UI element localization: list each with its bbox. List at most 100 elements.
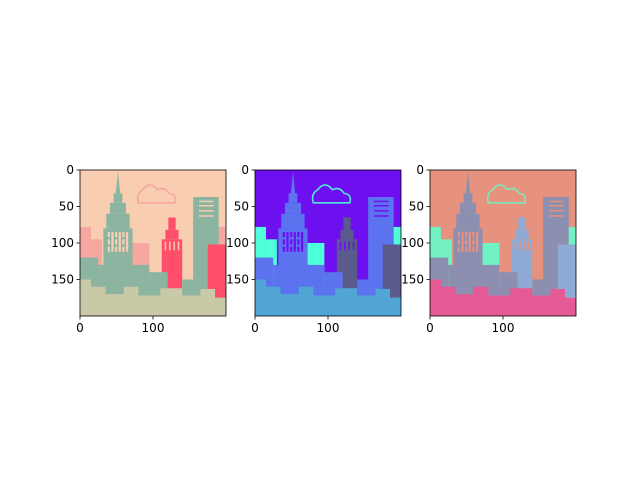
tower-window xyxy=(107,239,110,245)
right-tower-line xyxy=(548,205,564,207)
right-tower-line xyxy=(373,205,389,207)
right-tower-line xyxy=(548,200,564,203)
tower-mid xyxy=(456,213,480,229)
center-building-window xyxy=(519,241,521,251)
x-tick-label: 100 xyxy=(492,321,515,335)
tower-window xyxy=(118,232,121,252)
city-image xyxy=(255,170,401,316)
right-building xyxy=(382,244,401,298)
tower-window xyxy=(290,232,293,238)
tower-window xyxy=(107,232,110,238)
tower-window xyxy=(297,246,300,252)
cloud-outline xyxy=(136,184,177,204)
tower-window xyxy=(125,232,129,252)
tower-window xyxy=(111,232,114,252)
right-tower-line xyxy=(198,210,214,212)
y-tick-label: 100 xyxy=(226,236,249,250)
tower-window xyxy=(297,239,300,245)
y-tick-label: 150 xyxy=(401,273,424,287)
tower-top xyxy=(113,193,123,203)
center-building-window xyxy=(169,241,171,251)
center-building-window xyxy=(523,241,525,251)
tower-window xyxy=(457,232,460,238)
tower-top xyxy=(288,193,298,203)
center-building-window xyxy=(339,241,342,251)
ground xyxy=(255,279,401,316)
tower-window xyxy=(472,239,475,245)
tower-window xyxy=(282,239,285,245)
right-tower-line xyxy=(548,215,564,217)
tower-window xyxy=(115,232,118,238)
center-building-window xyxy=(177,241,180,251)
tower-window xyxy=(122,232,125,238)
image-panel-1: 0 50 100 150 0 100 xyxy=(51,163,227,335)
x-tick-label: 100 xyxy=(142,321,165,335)
y-tick-label: 150 xyxy=(226,273,249,287)
tower-window xyxy=(472,246,475,252)
tower-window xyxy=(282,246,285,252)
y-tick-label: 50 xyxy=(234,200,249,214)
tower-mid xyxy=(281,213,305,229)
y-tick-label: 150 xyxy=(51,273,74,287)
center-building-window xyxy=(348,241,350,251)
tower-window xyxy=(465,232,468,238)
x-tick-label: 100 xyxy=(317,321,340,335)
center-building-window xyxy=(514,241,517,251)
right-tower-line xyxy=(373,210,389,212)
tower-window xyxy=(300,232,304,252)
center-building-crown xyxy=(343,217,351,230)
center-building-top xyxy=(515,229,529,240)
tower-window xyxy=(290,239,293,245)
tower-window xyxy=(472,232,475,238)
tower-window xyxy=(290,246,293,252)
cloud-outline xyxy=(311,184,352,204)
city-image xyxy=(80,170,226,316)
city-image xyxy=(430,170,576,316)
tower-window xyxy=(115,246,118,252)
tower-window xyxy=(115,239,118,245)
x-tick-label: 0 xyxy=(76,321,84,335)
right-building xyxy=(207,244,226,298)
tower-window xyxy=(297,232,300,238)
center-building-window xyxy=(164,241,167,251)
tower-window xyxy=(282,232,285,238)
tower-window xyxy=(107,246,110,252)
center-building-window xyxy=(527,241,530,251)
y-tick-label: 100 xyxy=(401,236,424,250)
center-building-crown xyxy=(168,217,176,230)
cloud-outline xyxy=(486,184,527,204)
center-building-window xyxy=(352,241,355,251)
ground xyxy=(430,279,576,316)
tower-spire xyxy=(465,171,471,194)
y-tick-label: 50 xyxy=(59,200,74,214)
tower-window xyxy=(465,239,468,245)
tower-window xyxy=(122,239,125,245)
tower-top xyxy=(463,193,473,203)
center-building-window xyxy=(344,241,346,251)
image-panel-3: 0 50 100 150 0 100 xyxy=(401,163,577,335)
tower-upper xyxy=(459,202,476,214)
tower-window xyxy=(293,232,296,252)
center-building-top xyxy=(340,229,354,240)
image-panel-2: 0 50 100 150 0 100 xyxy=(226,163,402,335)
tower-window xyxy=(457,239,460,245)
tower-window xyxy=(457,246,460,252)
tower-upper xyxy=(284,202,301,214)
right-tower-line xyxy=(198,205,214,207)
x-tick-label: 0 xyxy=(426,321,434,335)
y-tick-label: 100 xyxy=(51,236,74,250)
tower-window xyxy=(122,246,125,252)
tower-window xyxy=(286,232,289,252)
y-tick-label: 0 xyxy=(241,163,249,177)
y-tick-label: 0 xyxy=(66,163,74,177)
center-building-top xyxy=(165,229,179,240)
center-building-crown xyxy=(518,217,526,230)
ground xyxy=(80,279,226,316)
center-building-window xyxy=(173,241,175,251)
right-tower-line xyxy=(373,215,389,217)
tower-mid xyxy=(106,213,130,229)
tower-spire xyxy=(115,171,121,194)
tower-window xyxy=(468,232,471,252)
right-building xyxy=(557,244,576,298)
